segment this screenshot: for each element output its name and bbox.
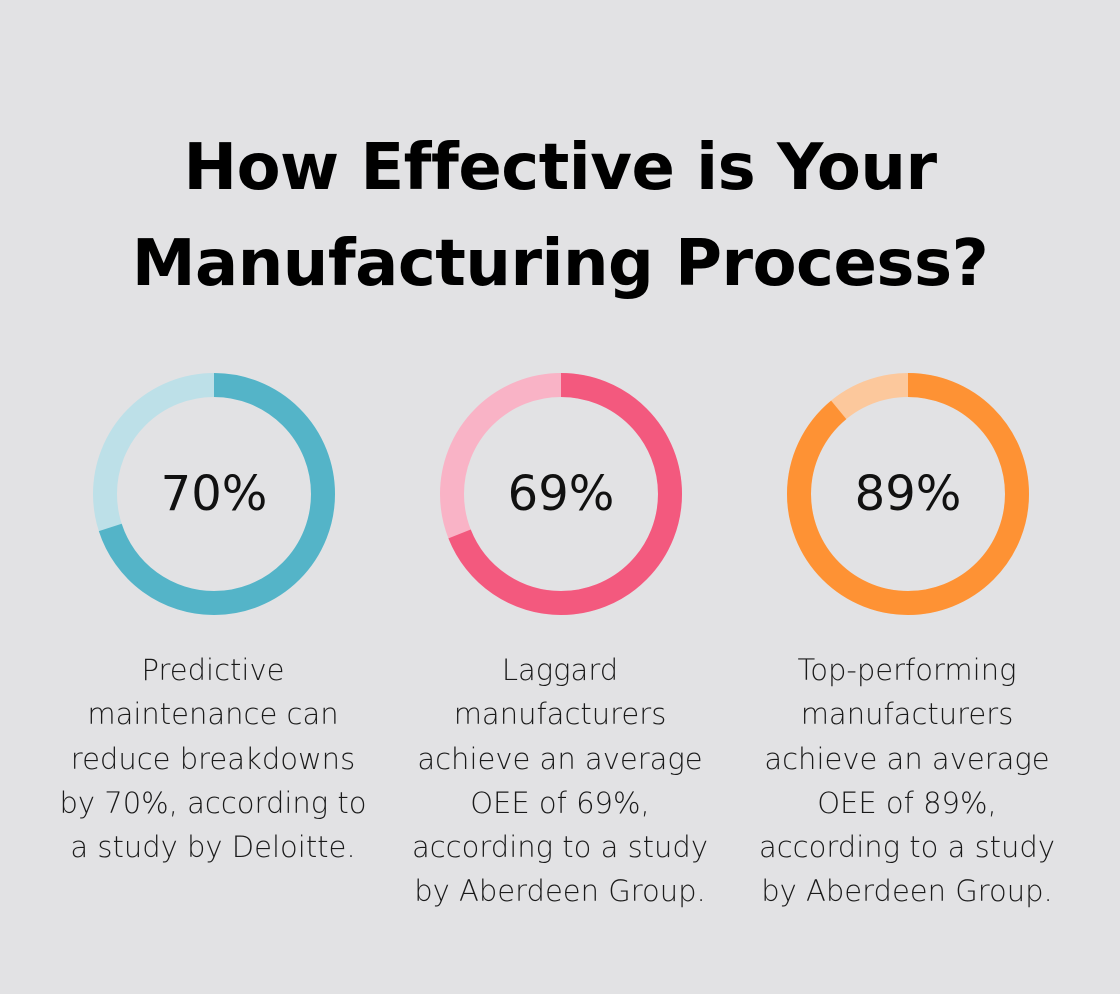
stat-description: Laggard manufacturers achieve an average… xyxy=(400,648,720,914)
description-line: maintenance can xyxy=(87,697,339,732)
description-line: a study by Deloitte. xyxy=(70,830,356,865)
stat-card-predictive-maintenance: 70% Predictive maintenance can reduce br… xyxy=(53,373,373,933)
description-line: manufacturers xyxy=(453,697,667,732)
description-line: achieve an average xyxy=(417,741,703,776)
page-title: How Effective is Your Manufacturing Proc… xyxy=(0,120,1120,312)
donut-value-label: 89% xyxy=(854,466,962,522)
donut-svg-1 xyxy=(93,373,335,615)
donut-value-label: 69% xyxy=(507,466,615,522)
description-line: by 70%, according to xyxy=(59,785,367,820)
stat-description: Top-performing manufacturers achieve an … xyxy=(747,648,1067,914)
description-line: OEE of 69%, xyxy=(470,785,650,820)
description-line: reduce breakdowns xyxy=(70,741,356,776)
donut-svg-2 xyxy=(440,373,682,615)
donut-chart-1: 70% xyxy=(93,373,335,615)
stat-description: Predictive maintenance can reduce breakd… xyxy=(53,648,373,869)
donut-value-arc xyxy=(93,373,335,615)
description-line: by Aberdeen Group. xyxy=(414,874,706,909)
description-line: OEE of 89%, xyxy=(817,785,997,820)
donut-value-arc xyxy=(440,373,682,615)
title-line-1: How Effective is Your xyxy=(183,131,938,205)
donut-value-arc xyxy=(787,373,1029,615)
donut-chart-2: 69% xyxy=(440,373,682,615)
stat-card-top-performing-manufacturers: 89% Top-performing manufacturers achieve… xyxy=(747,373,1067,933)
description-line: Top-performing xyxy=(797,653,1017,687)
description-line: Laggard xyxy=(501,653,619,687)
description-line: according to a study xyxy=(411,830,709,865)
donut-svg-3 xyxy=(787,373,1029,615)
description-line: manufacturers xyxy=(800,697,1014,732)
stat-card-laggard-manufacturers: 69% Laggard manufacturers achieve an ave… xyxy=(400,373,720,933)
title-line-2: Manufacturing Process? xyxy=(131,227,989,301)
description-line: Predictive xyxy=(141,653,285,687)
description-line: by Aberdeen Group. xyxy=(761,874,1053,909)
description-line: achieve an average xyxy=(764,741,1050,776)
donut-value-label: 70% xyxy=(160,466,268,522)
description-line: according to a study xyxy=(758,830,1056,865)
donut-chart-3: 89% xyxy=(787,373,1029,615)
